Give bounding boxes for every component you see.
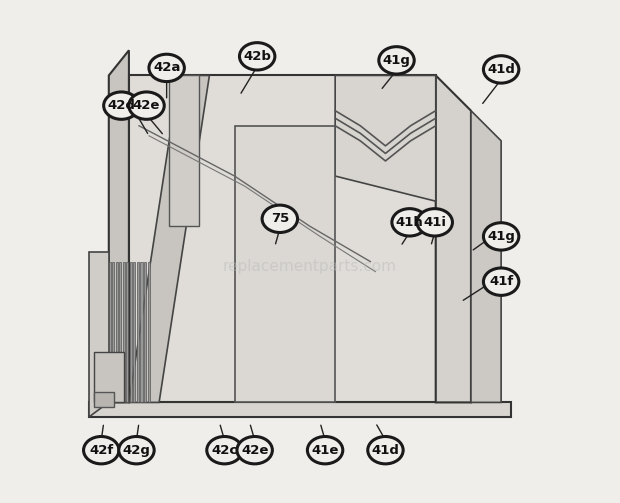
Text: 75: 75: [271, 212, 289, 225]
Ellipse shape: [417, 209, 453, 236]
Text: 42e: 42e: [133, 99, 160, 112]
Text: 41i: 41i: [423, 216, 446, 229]
Text: 42b: 42b: [243, 50, 271, 63]
Ellipse shape: [104, 92, 139, 119]
Polygon shape: [129, 75, 210, 402]
Polygon shape: [108, 262, 111, 402]
Polygon shape: [141, 262, 143, 402]
Ellipse shape: [484, 56, 519, 83]
Text: 42g: 42g: [123, 444, 151, 457]
Ellipse shape: [149, 54, 184, 81]
Polygon shape: [144, 262, 146, 402]
Ellipse shape: [239, 43, 275, 70]
Text: 42c: 42c: [211, 444, 237, 457]
Polygon shape: [89, 252, 108, 417]
Ellipse shape: [368, 437, 403, 464]
Text: 42f: 42f: [89, 444, 113, 457]
Polygon shape: [116, 262, 118, 402]
Ellipse shape: [129, 92, 164, 119]
Ellipse shape: [484, 268, 519, 295]
Ellipse shape: [207, 437, 242, 464]
Ellipse shape: [308, 437, 343, 464]
Polygon shape: [234, 126, 335, 402]
Text: 42e: 42e: [241, 444, 268, 457]
Text: 42d: 42d: [107, 99, 135, 112]
Polygon shape: [148, 262, 149, 402]
Ellipse shape: [237, 437, 272, 464]
Polygon shape: [169, 75, 200, 226]
Text: replacementparts.com: replacementparts.com: [223, 259, 397, 274]
Polygon shape: [471, 111, 501, 402]
Text: 41e: 41e: [311, 444, 339, 457]
FancyBboxPatch shape: [94, 392, 114, 407]
Polygon shape: [126, 262, 128, 402]
Polygon shape: [120, 262, 122, 402]
Text: 41d: 41d: [487, 63, 515, 76]
Text: 41f: 41f: [489, 275, 513, 288]
Polygon shape: [112, 262, 114, 402]
Text: 41d: 41d: [371, 444, 399, 457]
Text: 41g: 41g: [487, 230, 515, 243]
Ellipse shape: [262, 205, 298, 232]
Polygon shape: [133, 262, 135, 402]
Polygon shape: [123, 262, 125, 402]
Ellipse shape: [119, 437, 154, 464]
Polygon shape: [108, 50, 129, 402]
Text: 41g: 41g: [383, 54, 410, 67]
FancyBboxPatch shape: [89, 402, 512, 417]
FancyBboxPatch shape: [94, 352, 124, 402]
Polygon shape: [436, 75, 471, 402]
Polygon shape: [129, 75, 436, 402]
Ellipse shape: [379, 47, 414, 74]
Polygon shape: [137, 262, 139, 402]
Polygon shape: [335, 75, 436, 201]
Text: 41h: 41h: [396, 216, 423, 229]
Ellipse shape: [392, 209, 427, 236]
Polygon shape: [130, 262, 132, 402]
Ellipse shape: [484, 223, 519, 250]
Ellipse shape: [84, 437, 119, 464]
Text: 42a: 42a: [153, 61, 180, 74]
